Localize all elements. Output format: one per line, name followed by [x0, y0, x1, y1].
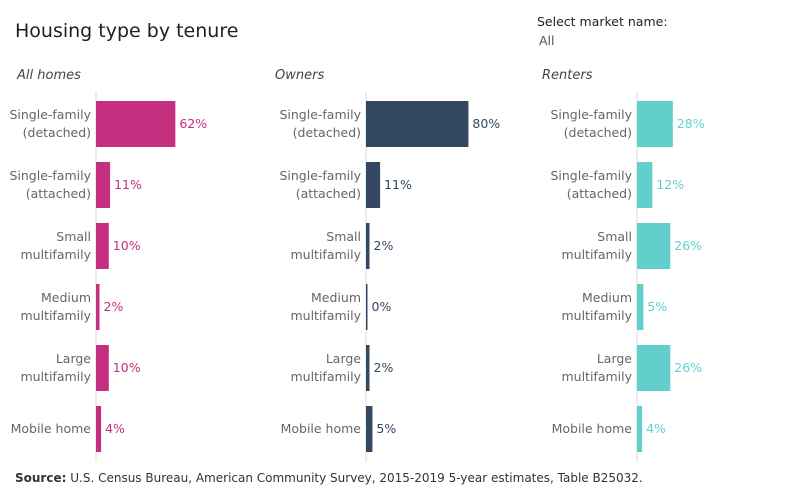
bar: [637, 101, 673, 147]
bar: [637, 223, 671, 269]
panel-title-all-homes: All homes: [17, 68, 81, 83]
tick-label: Small multifamily: [290, 229, 361, 262]
tick-label: Large multifamily: [561, 351, 632, 384]
bar: [96, 345, 109, 391]
tick-label: Single-family (detached): [550, 107, 632, 140]
tick-label: Single-family (detached): [279, 107, 361, 140]
tick-label: Medium multifamily: [20, 290, 91, 323]
bar: [637, 284, 644, 330]
tick-label: Mobile home: [552, 421, 633, 436]
bar: [96, 223, 109, 269]
tick-label: Single-family (attached): [550, 168, 632, 201]
source-text: U.S. Census Bureau, American Community S…: [70, 471, 643, 485]
tick-label: Large multifamily: [20, 351, 91, 384]
bar: [366, 101, 469, 147]
data-label: 80%: [472, 116, 500, 131]
bar: [96, 406, 102, 452]
source-label: Source:: [15, 471, 67, 485]
data-label: 12%: [656, 177, 684, 192]
data-label: 26%: [674, 238, 702, 253]
data-label: 5%: [376, 421, 396, 436]
tick-label: Mobile home: [281, 421, 362, 436]
tick-label: Single-family (detached): [9, 107, 91, 140]
data-label: 2%: [374, 360, 394, 375]
tick-label: Single-family (attached): [9, 168, 91, 201]
data-label: 11%: [114, 177, 142, 192]
data-label: 10%: [113, 360, 141, 375]
bar: [366, 345, 370, 391]
data-label: 4%: [646, 421, 666, 436]
tick-label: Mobile home: [11, 421, 92, 436]
bar: [366, 223, 370, 269]
source-note: Source: U.S. Census Bureau, American Com…: [15, 471, 643, 485]
panel-title-owners: Owners: [275, 68, 325, 83]
bar: [366, 406, 373, 452]
data-label: 4%: [105, 421, 125, 436]
data-label: 10%: [113, 238, 141, 253]
data-label: 28%: [677, 116, 705, 131]
bar: [366, 162, 381, 208]
bar: [637, 345, 671, 391]
bar: [96, 101, 176, 147]
data-label: 0%: [372, 299, 392, 314]
chart-title: Housing type by tenure: [15, 20, 239, 42]
tick-label: Medium multifamily: [290, 290, 361, 323]
tick-label: Medium multifamily: [561, 290, 632, 323]
panel-title-renters: Renters: [542, 68, 593, 83]
data-label: 2%: [104, 299, 124, 314]
bar: [96, 162, 111, 208]
bar: [96, 284, 100, 330]
bar: [637, 406, 643, 452]
data-label: 62%: [179, 116, 207, 131]
market-filter-label: Select market name:: [537, 14, 668, 29]
tick-label: Single-family (attached): [279, 168, 361, 201]
tick-label: Small multifamily: [20, 229, 91, 262]
tick-label: Small multifamily: [561, 229, 632, 262]
bar: [366, 284, 368, 330]
data-label: 11%: [384, 177, 412, 192]
tick-label: Large multifamily: [290, 351, 361, 384]
data-label: 5%: [647, 299, 667, 314]
market-filter-select[interactable]: All: [539, 33, 555, 48]
data-label: 2%: [374, 238, 394, 253]
data-label: 26%: [674, 360, 702, 375]
bar: [637, 162, 653, 208]
